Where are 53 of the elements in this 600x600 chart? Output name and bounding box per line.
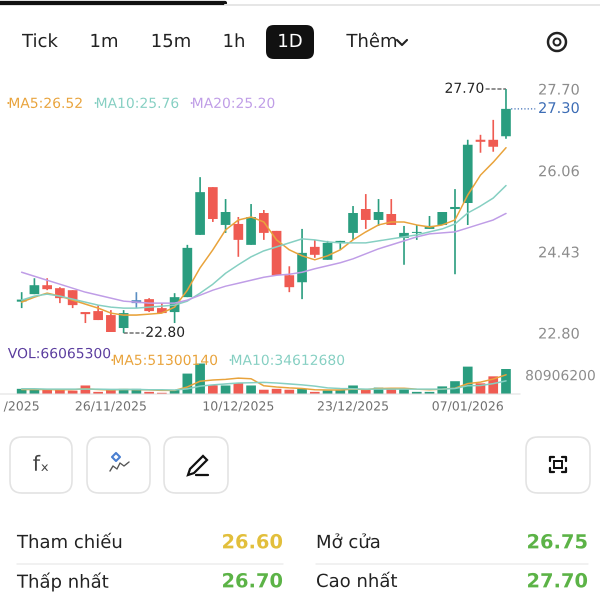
x-tick-label: 10/12/2025 xyxy=(204,401,274,412)
x-tick-label: 26/11/2025 xyxy=(76,401,146,412)
text: 26.75 xyxy=(528,534,587,549)
legend-label: MA20:25.20 xyxy=(193,98,274,108)
text: 26.70 xyxy=(223,572,282,588)
text: Cao nhất xyxy=(317,572,398,588)
legend-label: MA5:51300140 xyxy=(114,354,218,366)
bar xyxy=(246,385,256,394)
text: Tick xyxy=(22,33,58,48)
annotation: 22.80 xyxy=(146,326,184,338)
candlestick xyxy=(93,304,103,321)
text: 1D xyxy=(279,34,302,47)
ref-line-label: 27.30 xyxy=(539,102,579,114)
candlestick xyxy=(412,224,422,241)
candlestick xyxy=(42,277,52,292)
bar xyxy=(272,388,282,394)
x-tick-label: 23/12/2025 xyxy=(318,401,388,412)
text: Thấp nhất xyxy=(16,572,108,592)
annotation: 27.70 xyxy=(446,82,484,94)
text: 1h xyxy=(224,33,244,47)
candlestick xyxy=(374,198,384,227)
text: Tham chiếu xyxy=(16,532,122,548)
legend-label: MA10:25.76 xyxy=(96,98,178,108)
y-tick-label: 26.06 xyxy=(539,165,579,176)
text: 1m xyxy=(91,34,118,47)
candlestick xyxy=(360,193,371,230)
text: 80906200 xyxy=(526,370,595,380)
text: fₓ xyxy=(33,454,48,471)
candlestick xyxy=(348,205,358,241)
x-tick-label: 07/01/2026 xyxy=(432,401,503,412)
candlestick xyxy=(284,265,294,293)
bar xyxy=(208,385,218,394)
bar xyxy=(220,385,230,394)
text: 26.60 xyxy=(223,534,282,549)
text: Mở cửa xyxy=(318,533,380,548)
bar xyxy=(284,390,294,394)
text: Thêm xyxy=(346,32,396,48)
text: 15m xyxy=(152,34,190,48)
bar xyxy=(501,369,511,394)
y-tick-label: 27.70 xyxy=(539,84,579,95)
candlestick xyxy=(233,216,244,258)
candlestick xyxy=(488,119,498,153)
candlestick xyxy=(30,277,40,295)
legend-label: MA5:26.52 xyxy=(10,98,82,108)
candlestick xyxy=(220,198,230,234)
text: VOL:66065300 xyxy=(8,348,110,358)
y-tick-label: 24.43 xyxy=(539,246,579,258)
x-tick-label: /2025 xyxy=(4,401,39,412)
bar xyxy=(258,390,269,394)
candlestick xyxy=(310,239,320,259)
y-tick-label: 22.80 xyxy=(539,328,579,339)
candlestick xyxy=(106,309,116,333)
legend-label: MA10:34612680 xyxy=(232,354,344,366)
